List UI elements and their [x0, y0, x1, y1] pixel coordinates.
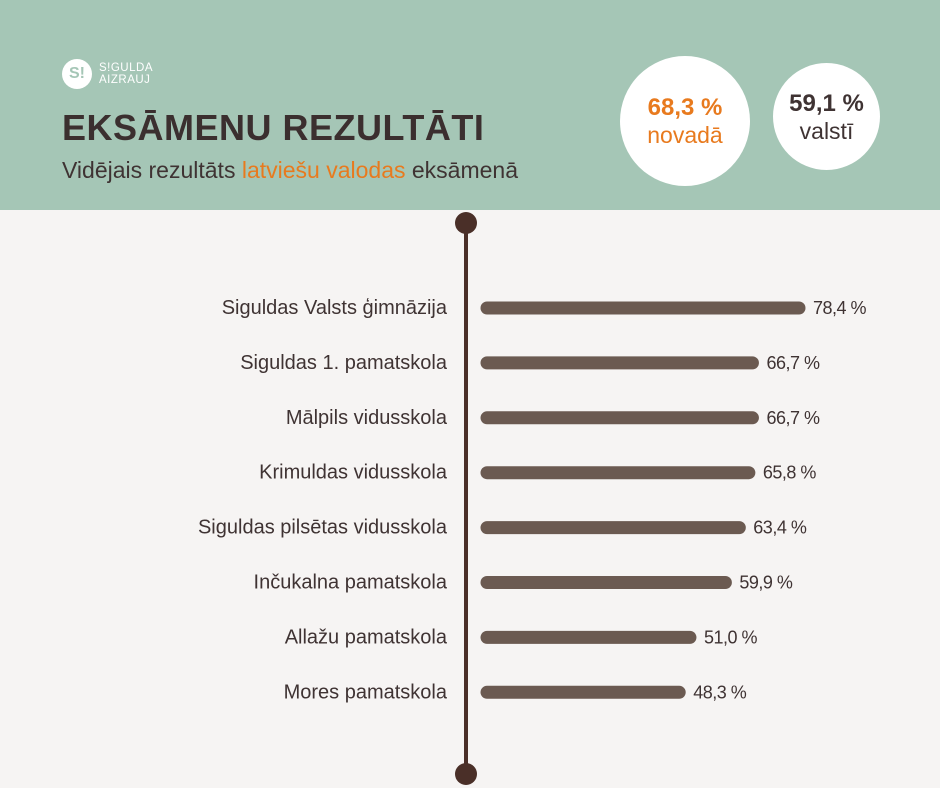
category-label: Siguldas Valsts ģimnāzija [222, 297, 448, 319]
logo-line-2: AIZRAUJ [99, 74, 151, 86]
value-label: 51,0 % [704, 627, 758, 647]
category-label: Inčukalna pamatskola [254, 572, 448, 594]
category-label: Mores pamatskola [284, 681, 448, 703]
region-average-badge: 68,3 % novadā [620, 56, 750, 186]
subtitle-text-before: Vidējais rezultāts [62, 157, 242, 183]
page-subtitle: Vidējais rezultāts latviešu valodas eksā… [62, 156, 518, 184]
value-label: 63,4 % [753, 518, 807, 538]
header-banner: S! S!GULDA AIZRAUJ EKSĀMENU REZULTĀTI Vi… [0, 0, 940, 210]
value-label: 78,4 % [813, 298, 867, 318]
chart-bars: Siguldas Valsts ģimnāzija 78,4 % Siguldas … [198, 297, 867, 703]
value-label: 66,7 % [766, 408, 820, 428]
axis-top-dot [455, 212, 477, 234]
logo-line-1: S!GULDA [99, 62, 153, 74]
category-label: Allažu pamatskola [285, 626, 448, 648]
page-title: EKSĀMENU REZULTĀTI [62, 107, 485, 148]
region-average-value: 68,3 % [647, 94, 723, 121]
subtitle-highlight: latviešu valodas [241, 157, 406, 183]
category-label: Mālpils vidusskola [286, 407, 448, 429]
value-label: 66,7 % [766, 353, 820, 373]
value-label: 65,8 % [763, 463, 817, 483]
category-label: Siguldas 1. pamatskola [240, 352, 448, 374]
country-average-value: 59,1 % [789, 89, 864, 117]
logo-mark-icon: S! [62, 59, 92, 89]
subtitle-text-after: eksāmenā [405, 157, 519, 183]
logo-text: S!GULDA AIZRAUJ [99, 62, 153, 86]
country-average-label: valstī [799, 117, 854, 144]
value-label: 59,9 % [739, 573, 793, 593]
category-label: Siguldas pilsētas vidusskola [198, 517, 448, 539]
logo: S! S!GULDA AIZRAUJ [62, 59, 153, 89]
region-average-label: novadā [647, 122, 723, 148]
value-label: 48,3 % [693, 682, 747, 702]
country-average-badge: 59,1 % valstī [773, 63, 880, 170]
category-label: Krimuldas vidusskola [259, 462, 448, 484]
axis-bottom-dot [455, 763, 477, 785]
